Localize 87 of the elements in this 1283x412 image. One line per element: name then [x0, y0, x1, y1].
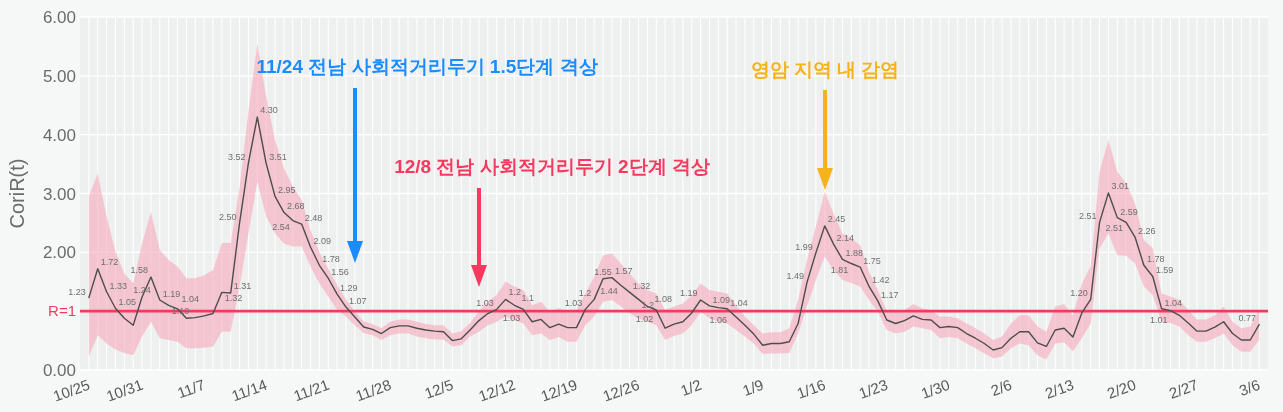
data-label: 3.01: [1111, 180, 1129, 191]
y-tick-label: 3.00: [42, 184, 76, 204]
data-label: 1.23: [68, 286, 86, 297]
annotation: 영암 지역 내 감염: [750, 59, 900, 80]
data-label: 1.49: [786, 271, 804, 282]
y-tick-label: 5.00: [42, 66, 76, 86]
annotation: 12/8 전남 사회적거리두기 2단계 격상: [394, 156, 710, 177]
data-label: 2.54: [272, 221, 290, 232]
y-tick-label: 4.00: [42, 125, 76, 145]
data-label: 3.51: [269, 152, 287, 163]
data-label: 2.45: [827, 213, 846, 224]
data-label: 2.95: [278, 185, 296, 196]
data-label: 2.68: [286, 201, 305, 212]
data-label: 1.04: [1164, 297, 1183, 308]
data-label: 1.08: [654, 294, 672, 305]
data-label: 1.32: [224, 293, 243, 304]
data-label: 1.09: [712, 294, 730, 305]
data-label: 1.1: [521, 293, 534, 304]
data-label: 1.55: [594, 266, 612, 277]
ref-line-label: R=1: [48, 302, 76, 320]
data-label: 1.04: [181, 293, 200, 304]
x-tick-label: 12/26: [600, 375, 642, 405]
x-tick-label: 12/12: [476, 375, 518, 405]
x-tick-label: 1/2: [678, 375, 704, 399]
data-label: 1.01: [1149, 314, 1168, 325]
y-axis-title: CoriR(t): [6, 158, 28, 229]
data-label: 2.09: [313, 236, 332, 247]
data-label: 1.19: [680, 287, 698, 298]
data-label: 3.52: [227, 151, 246, 162]
data-label: 1.78: [322, 254, 340, 265]
data-label: 1.72: [100, 256, 119, 267]
data-label: 1.29: [340, 283, 358, 294]
data-label: 1.07: [348, 296, 367, 307]
annotation: 11/24 전남 사회적거리두기 1.5단계 격상: [256, 56, 598, 77]
data-label: 2.48: [304, 213, 323, 224]
data-label: 1.99: [795, 241, 813, 252]
data-label: 1.02: [635, 313, 654, 324]
x-tick-label: 11/14: [229, 375, 270, 405]
data-label: 1.44: [600, 286, 618, 297]
data-label: 1.2: [508, 287, 522, 298]
data-label: 2.14: [836, 233, 855, 244]
data-label: 2.26: [1138, 226, 1156, 237]
data-label: 2.51: [1079, 211, 1097, 222]
data-label: 1.20: [1070, 288, 1088, 299]
x-tick-label: 2/6: [988, 375, 1014, 399]
x-tick-label: 1/16: [794, 375, 828, 402]
data-label: 1.03: [502, 313, 521, 324]
data-label: 2.59: [1120, 206, 1138, 217]
data-label: 1.31: [233, 280, 252, 291]
x-tick-label: 11/21: [291, 375, 332, 405]
data-label: 1.88: [845, 248, 863, 259]
data-label: 2.51: [1105, 223, 1124, 234]
x-tick-label: 2/13: [1042, 375, 1076, 402]
data-label: 1.33: [109, 280, 128, 291]
x-tick-label: 1/23: [856, 375, 890, 402]
data-label: 0.77: [1238, 312, 1257, 323]
data-label: 1.59: [1155, 265, 1174, 276]
data-label: 1.19: [162, 288, 181, 299]
data-label: 1.78: [1146, 254, 1165, 265]
x-tick-label: 10/31: [103, 375, 146, 405]
data-label: 1.04: [730, 297, 748, 308]
data-label: 1.56: [331, 267, 349, 278]
x-tick-label: 1/9: [740, 375, 766, 399]
data-label: 1.57: [614, 265, 633, 276]
data-label: 1.2: [578, 288, 592, 299]
data-label: 1.03: [564, 298, 583, 309]
x-tick-label: 12/19: [538, 375, 580, 405]
x-tick-label: 2/27: [1166, 375, 1201, 402]
x-tick-label: 2/20: [1104, 375, 1139, 402]
x-tick-label: 11/7: [174, 375, 208, 402]
data-label: 1.03: [476, 298, 494, 309]
data-label: 1.06: [709, 314, 728, 325]
data-label: 1.58: [130, 265, 148, 276]
data-label: 4.30: [260, 105, 278, 116]
y-tick-label: 6.00: [42, 8, 76, 27]
x-tick-label: 11/28: [353, 375, 394, 405]
x-tick-label: 3/6: [1236, 375, 1263, 399]
x-tick-label: 12/5: [422, 375, 456, 402]
x-tick-label: 1/30: [918, 375, 952, 402]
data-label: 1.17: [880, 290, 899, 301]
data-label: 1.81: [830, 264, 849, 275]
data-label: 1.32: [632, 281, 651, 292]
data-label: 1.42: [872, 275, 890, 286]
data-label: 1.05: [118, 297, 136, 308]
data-label: 1.75: [863, 256, 881, 267]
data-label: 2.50: [219, 211, 237, 222]
y-tick-label: 2.00: [42, 243, 76, 263]
